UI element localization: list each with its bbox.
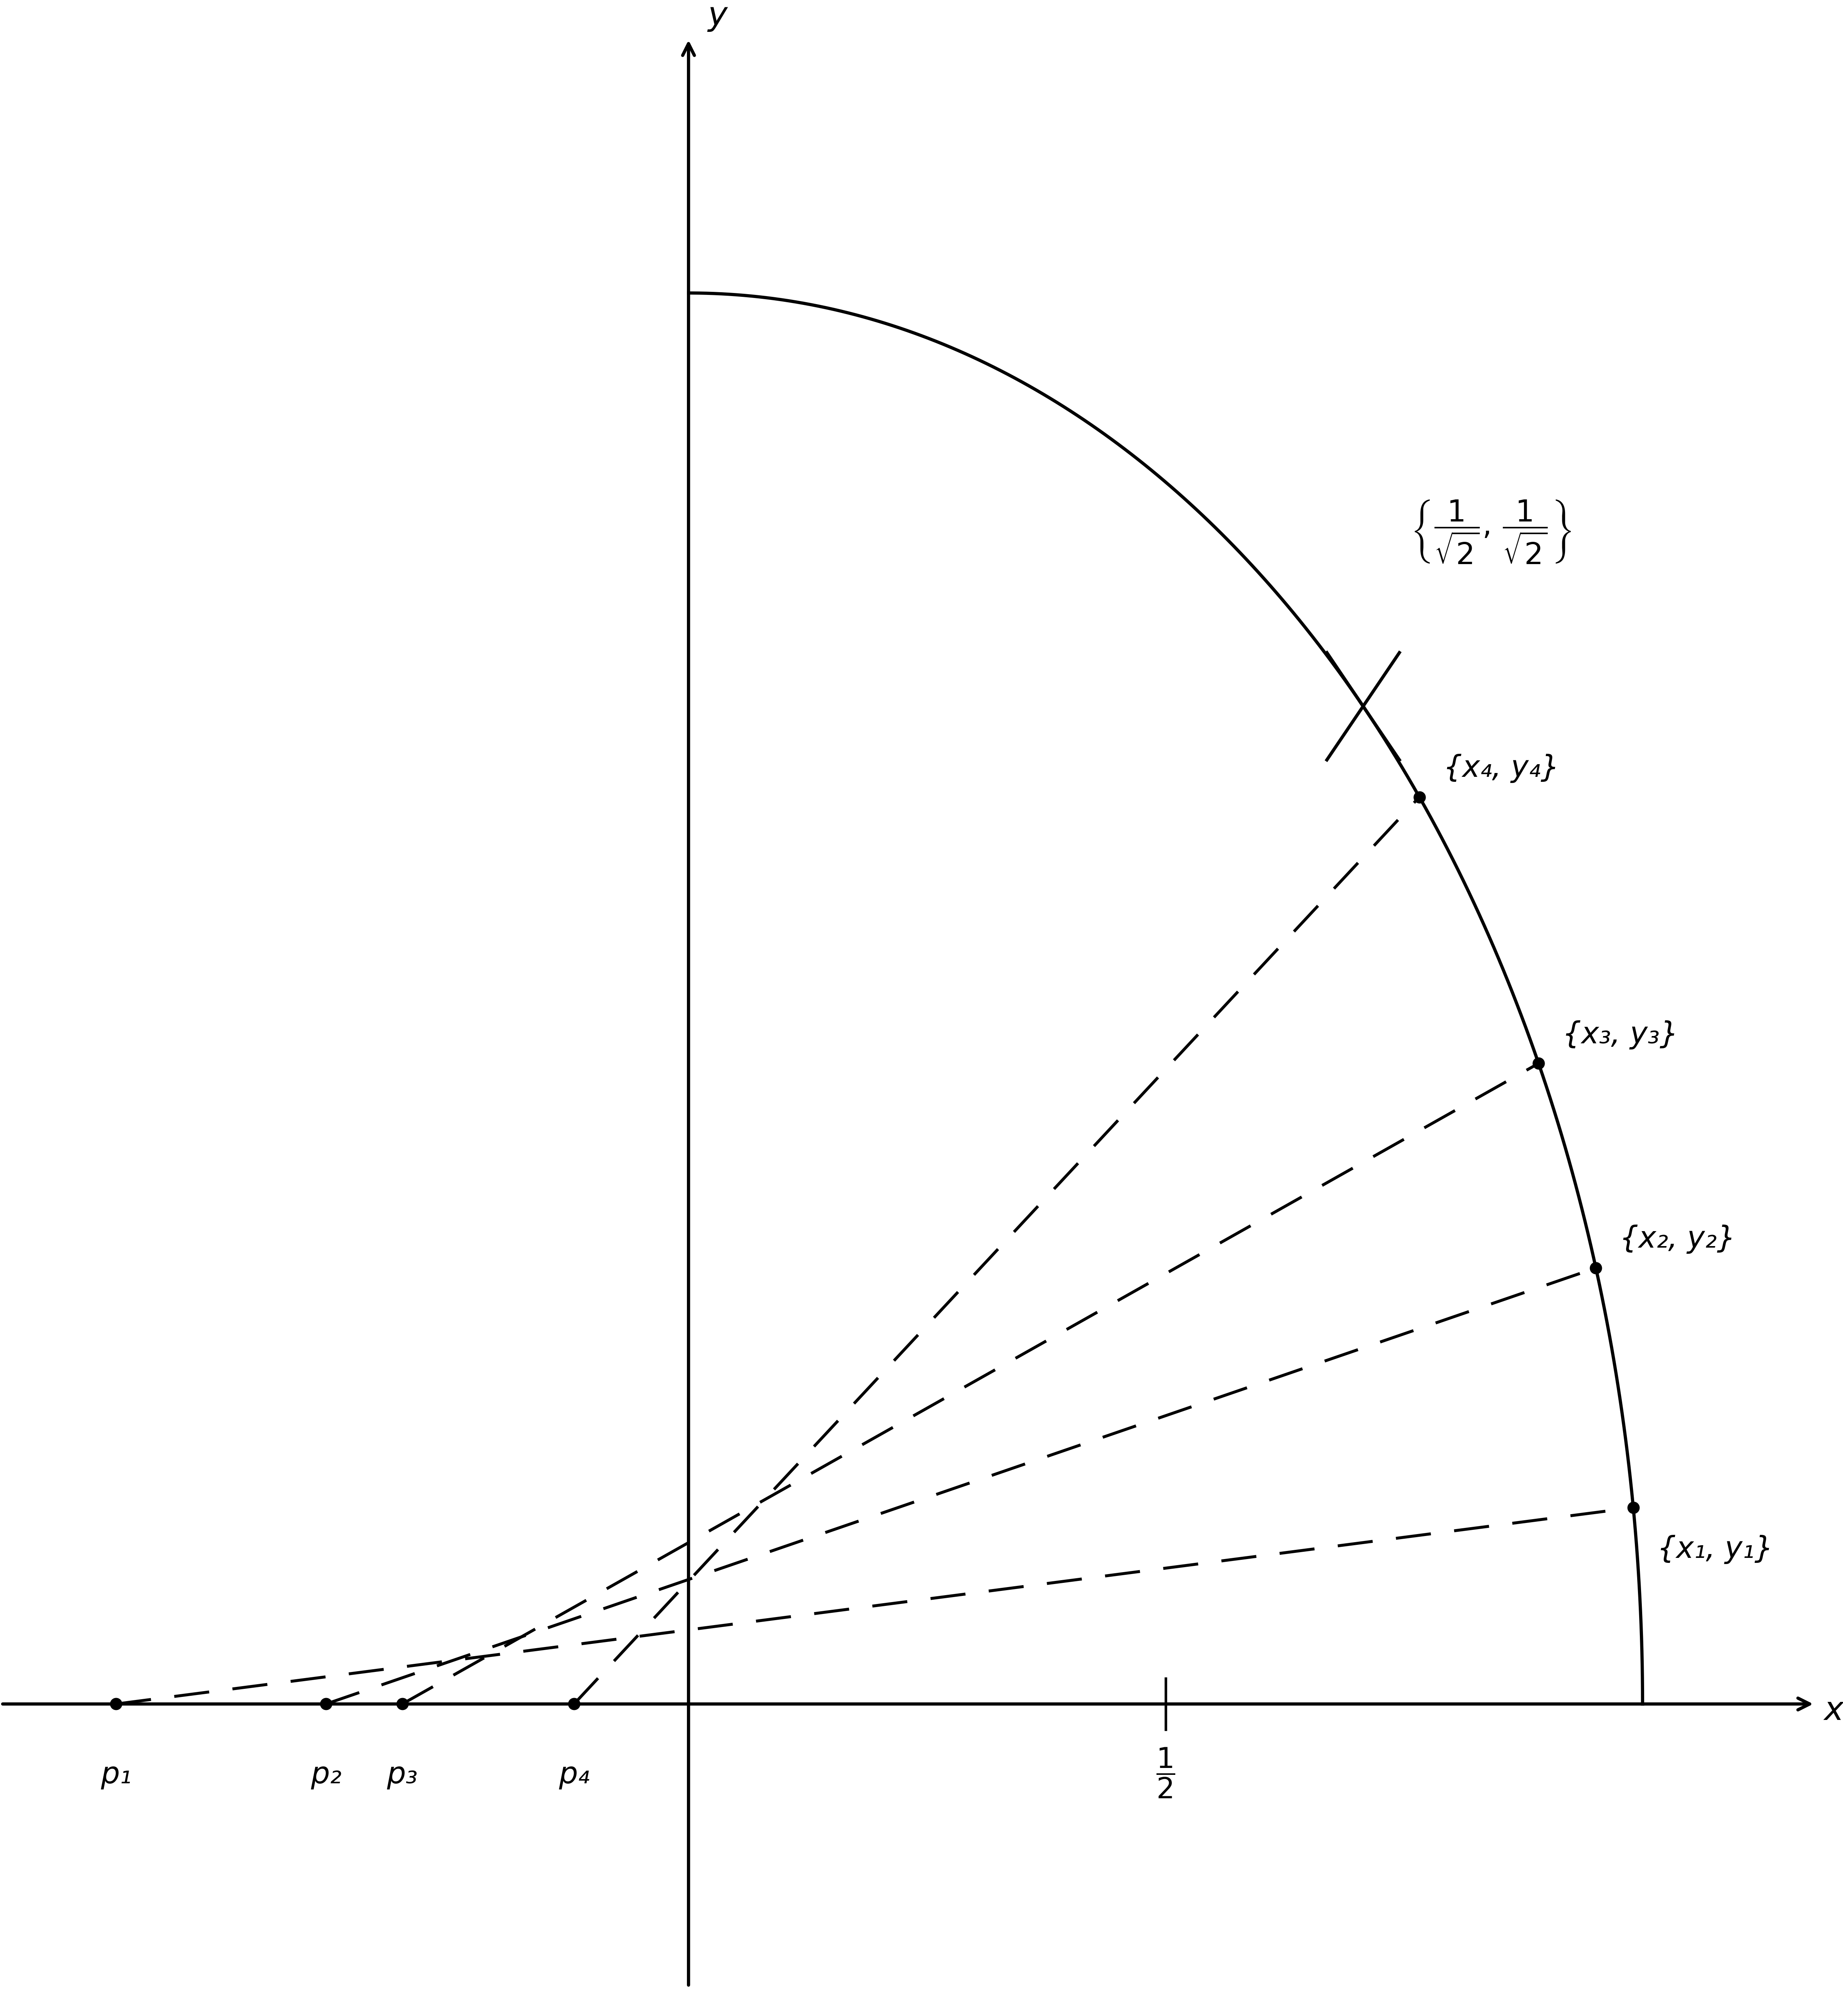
Text: {x₄, y₄}: {x₄, y₄} [1443,754,1559,782]
Text: p₁: p₁ [101,1760,131,1790]
Text: {x₃, y₃}: {x₃, y₃} [1563,1020,1679,1048]
Text: p₂: p₂ [310,1760,341,1790]
Text: $\left\{\dfrac{1}{\sqrt{2}},\,\dfrac{1}{\sqrt{2}}\right\}$: $\left\{\dfrac{1}{\sqrt{2}},\,\dfrac{1}{… [1412,498,1572,564]
Text: p₄: p₄ [558,1760,590,1790]
Text: x: x [1825,1695,1843,1728]
Text: y: y [708,0,728,32]
Text: {x₂, y₂}: {x₂, y₂} [1620,1224,1736,1254]
Text: p₃: p₃ [387,1760,418,1790]
Text: {x₁, y₁}: {x₁, y₁} [1657,1534,1773,1564]
Text: $\dfrac{1}{2}$: $\dfrac{1}{2}$ [1156,1746,1176,1800]
